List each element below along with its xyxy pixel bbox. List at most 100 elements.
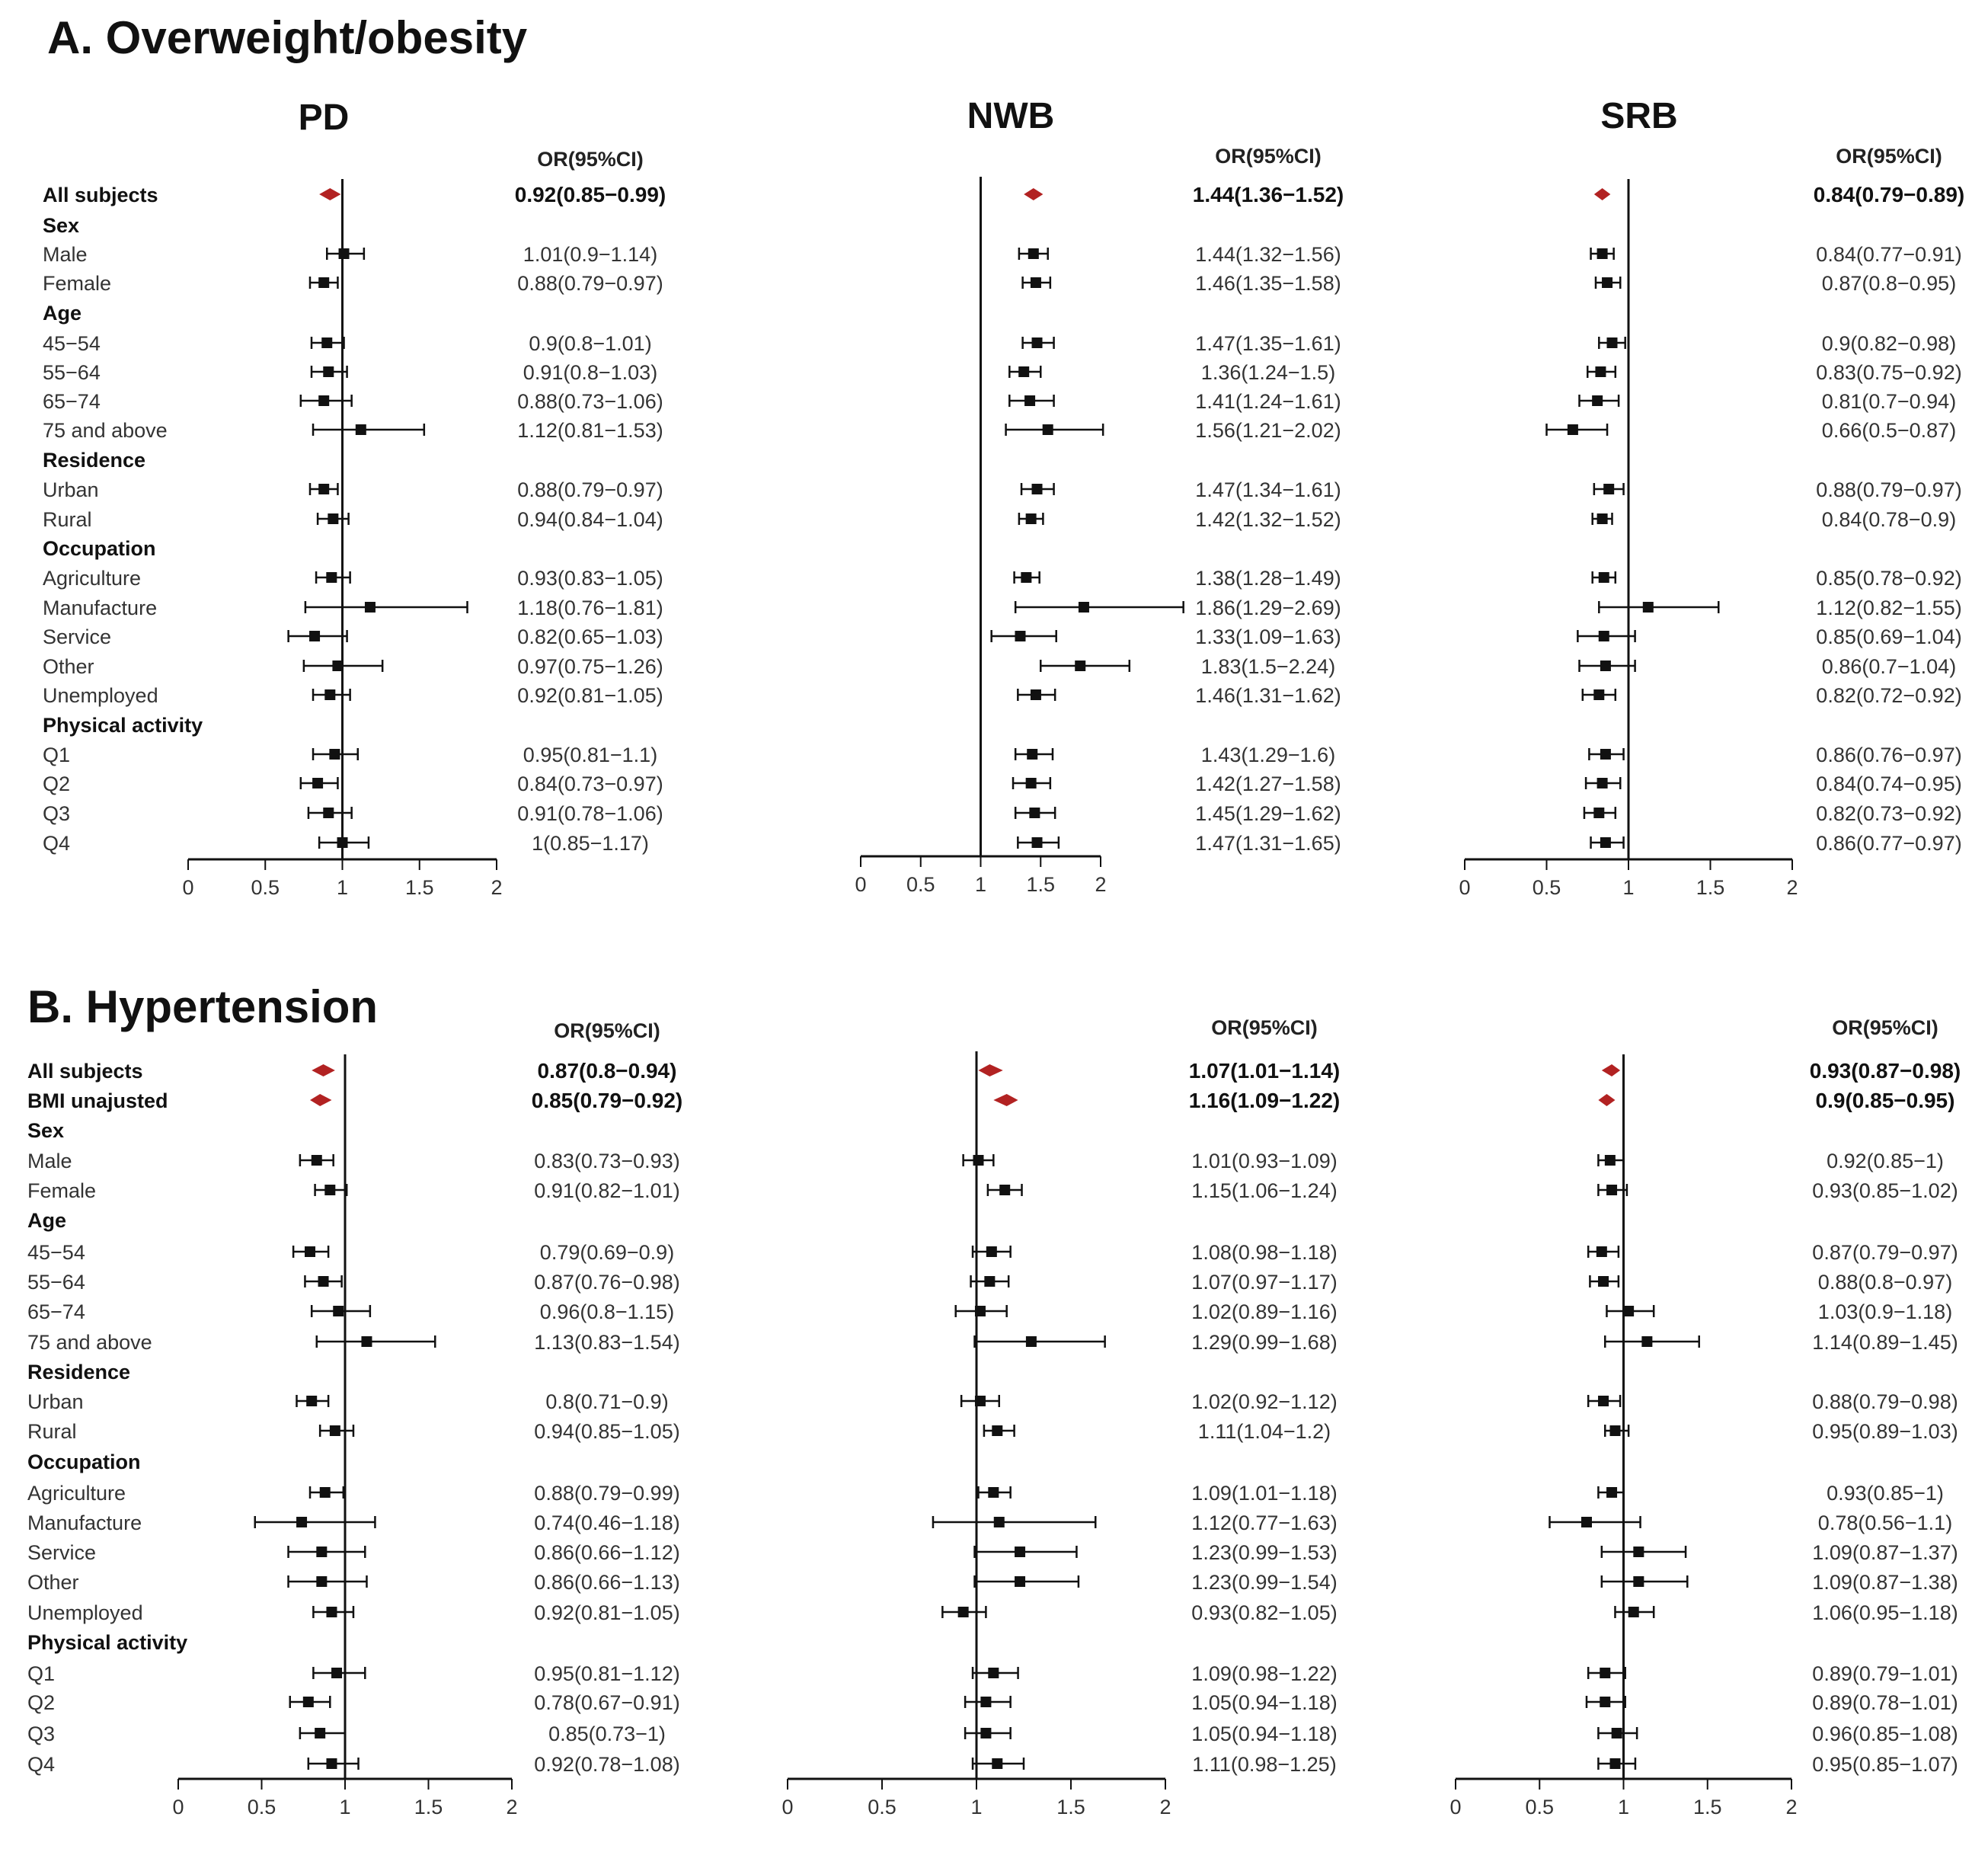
point-estimate — [323, 366, 334, 377]
point-estimate — [316, 1547, 328, 1557]
or-ci-text: 1.13(0.83−1.54) — [534, 1331, 679, 1354]
or-ci-text: 0.92(0.81−1.05) — [534, 1601, 679, 1624]
or-ci-text: 0.86(0.76−0.97) — [1816, 744, 1961, 766]
row-label-heading: Occupation — [43, 537, 156, 560]
or-ci-text: 0.88(0.73−1.06) — [517, 390, 663, 413]
row-label: Urban — [43, 478, 99, 501]
row-label: Q4 — [27, 1753, 55, 1776]
x-tick-label: 1.5 — [1696, 876, 1725, 899]
summary-diamond — [1601, 1064, 1621, 1076]
x-tick-label: 2 — [1786, 876, 1798, 899]
or-ci-text: 1.44(1.36−1.52) — [1193, 183, 1344, 206]
forest-panel-srb: SRB OR(95%CI) 0 0.5 1 1.5 2 0.84(0.79−0.89) 0.84… — [1459, 96, 1964, 899]
point-estimate — [1598, 631, 1609, 641]
or-ci-text: 1.09(0.98−1.22) — [1191, 1662, 1337, 1685]
row-label: 75 and above — [27, 1331, 152, 1354]
row-label: Q1 — [43, 744, 70, 766]
point-estimate — [1623, 1306, 1635, 1316]
or-ci-text: 0.97(0.75−1.26) — [517, 655, 663, 678]
point-estimate — [1593, 808, 1605, 818]
or-ci-text: 1.12(0.81−1.53) — [517, 419, 663, 442]
point-estimate — [1628, 1607, 1639, 1617]
x-tick-label: 1 — [337, 876, 348, 899]
point-estimate — [1600, 837, 1611, 848]
point-estimate — [1606, 337, 1618, 348]
point-estimate — [321, 337, 333, 348]
panel-title: NWB — [967, 96, 1055, 136]
or-ci-text: 0.9(0.85−0.95) — [1816, 1089, 1955, 1112]
x-tick-label: 0.5 — [248, 1796, 276, 1818]
point-estimate — [1018, 366, 1030, 377]
point-estimate — [992, 1758, 1003, 1769]
point-estimate — [324, 689, 336, 700]
or-ci-text: 1.47(1.35−1.61) — [1195, 332, 1341, 355]
point-estimate — [318, 1276, 329, 1287]
or-ci-text: 0.89(0.79−1.01) — [1812, 1662, 1958, 1685]
or-column-header: OR(95%CI) — [537, 148, 644, 171]
or-ci-text: 1.11(0.98−1.25) — [1192, 1753, 1336, 1776]
or-ci-text: 0.85(0.69−1.04) — [1816, 625, 1961, 648]
row-label-heading: Residence — [43, 449, 145, 472]
point-estimate — [980, 1728, 992, 1738]
row-label: Other — [27, 1571, 79, 1594]
or-ci-text: 1.07(1.01−1.14) — [1189, 1059, 1341, 1083]
or-ci-text: 1.46(1.35−1.58) — [1195, 272, 1341, 295]
row-label: Rural — [27, 1420, 77, 1443]
row-label-heading: BMI unajusted — [27, 1089, 168, 1112]
or-ci-text: 1.05(0.94−1.18) — [1191, 1691, 1337, 1714]
summary-diamond — [993, 1094, 1018, 1106]
row-label: 45−54 — [43, 332, 101, 355]
x-tick-label: 2 — [506, 1796, 517, 1818]
point-estimate — [1580, 1517, 1592, 1527]
point-estimate — [326, 1758, 337, 1769]
point-estimate — [1029, 808, 1040, 818]
point-estimate — [992, 1425, 1003, 1436]
or-ci-text: 0.9(0.8−1.01) — [529, 332, 651, 355]
x-tick-label: 0.5 — [906, 873, 935, 896]
or-ci-text: 1.01(0.93−1.09) — [1191, 1150, 1337, 1172]
or-ci-text: 0.92(0.81−1.05) — [517, 684, 663, 707]
or-ci-text: 0.93(0.82−1.05) — [1191, 1601, 1337, 1624]
or-ci-text: 1.01(0.9−1.14) — [523, 243, 657, 266]
point-estimate — [1642, 602, 1654, 613]
or-ci-text: 0.87(0.79−0.97) — [1812, 1241, 1958, 1264]
or-ci-text: 0.84(0.74−0.95) — [1816, 772, 1961, 795]
or-ci-text: 1.02(0.92−1.12) — [1191, 1390, 1337, 1413]
or-ci-text: 0.85(0.73−1) — [548, 1722, 666, 1745]
point-estimate — [1027, 749, 1038, 760]
x-tick-label: 2 — [1159, 1796, 1171, 1818]
or-ci-text: 1(0.85−1.17) — [532, 832, 649, 855]
or-ci-text: 0.93(0.85−1.02) — [1812, 1179, 1958, 1202]
x-tick-label: 0 — [172, 1796, 184, 1818]
row-label-heading: Physical activity — [43, 714, 203, 737]
point-estimate — [323, 808, 334, 818]
point-estimate — [1633, 1576, 1644, 1587]
row-label: Female — [43, 272, 111, 295]
point-estimate — [1075, 661, 1086, 671]
point-estimate — [333, 1306, 344, 1316]
point-estimate — [1031, 337, 1043, 348]
or-ci-text: 0.8(0.71−0.9) — [545, 1390, 668, 1413]
or-column-header: OR(95%CI) — [1211, 1016, 1318, 1039]
or-ci-text: 1.07(0.97−1.17) — [1191, 1271, 1337, 1294]
forest-panel-pd: OR(95%CI) 0 0.5 1 1.5 2 0.87(0.8−0.94) 0.85(0.7… — [172, 1019, 682, 1818]
or-ci-text: 0.88(0.8−0.97) — [1818, 1271, 1952, 1294]
or-ci-text: 1.47(1.31−1.65) — [1195, 832, 1341, 855]
point-estimate — [1593, 689, 1605, 700]
row-label: Manufacture — [27, 1511, 142, 1534]
row-label: Service — [27, 1541, 96, 1564]
point-estimate — [312, 778, 324, 788]
or-ci-text: 1.36(1.24−1.5) — [1201, 361, 1335, 384]
row-label-heading: Occupation — [27, 1451, 141, 1473]
point-estimate — [1606, 1185, 1618, 1195]
or-ci-text: 0.66(0.5−0.87) — [1822, 419, 1956, 442]
or-ci-text: 1.12(0.77−1.63) — [1191, 1511, 1337, 1534]
x-tick-label: 0.5 — [1525, 1796, 1554, 1818]
point-estimate — [1015, 1576, 1026, 1587]
point-estimate — [361, 1336, 372, 1347]
row-label: Rural — [43, 508, 92, 531]
or-ci-text: 1.42(1.32−1.52) — [1195, 508, 1341, 531]
or-ci-text: 1.23(0.99−1.53) — [1191, 1541, 1337, 1564]
row-label-heading: Residence — [27, 1361, 130, 1383]
x-tick-label: 1 — [975, 873, 986, 896]
